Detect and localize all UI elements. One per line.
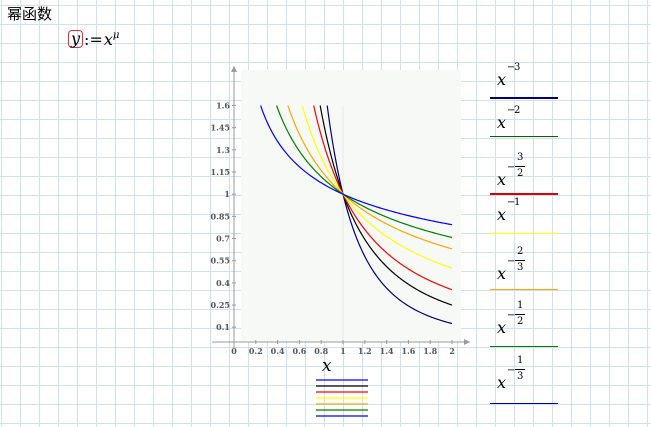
y-axis-arrow <box>231 66 237 72</box>
expression-exponent-sign: − <box>507 197 516 208</box>
side-expression-line-5 <box>490 346 558 347</box>
x-tick-label: 1.6 <box>401 346 415 356</box>
power-function-definition[interactable]: y := x μ <box>68 28 119 50</box>
y-tick-label: 0.7 <box>216 234 230 244</box>
x-tick-label: 1.4 <box>380 346 394 356</box>
side-expression-5[interactable]: x −1 2 <box>497 300 525 337</box>
expression-exponent-numerator: 2 <box>517 246 524 257</box>
power-function-chart[interactable]: 0 0.2 0.4 0.6 0.8 1 1.2 1.4 1.6 1.8 2 0.1 0.25 0.4 0.5… <box>206 60 476 360</box>
expression-exponent-numerator: 1 <box>517 355 524 366</box>
expression-exponent-sign: − <box>507 365 516 376</box>
y-tick-label: 0.25 <box>211 300 230 310</box>
expression-base: x <box>497 373 507 392</box>
side-expression-1[interactable]: x −2 <box>497 105 520 132</box>
power-curve-0 <box>326 105 453 325</box>
formula-assign-operator: := <box>84 29 103 49</box>
expression-base: x <box>497 205 507 224</box>
y-tick-label: 1.45 <box>211 123 230 133</box>
y-tick-label: 0.4 <box>216 278 230 288</box>
y-tick-label: 0.1 <box>216 322 230 332</box>
side-expression-line-6 <box>490 403 558 404</box>
formula-variable[interactable]: y <box>68 30 84 48</box>
document-title: 幂函数 <box>7 5 53 23</box>
y-tick-label: 0.55 <box>211 256 230 266</box>
side-expression-3[interactable]: x −1 <box>497 197 520 224</box>
expression-base: x <box>497 170 507 189</box>
expression-base: x <box>497 70 507 89</box>
expression-fraction-bar <box>515 314 525 315</box>
formula-exponent: μ <box>112 29 120 41</box>
expression-exponent-numerator: 3 <box>517 152 524 163</box>
y-tick-label: 1.15 <box>211 167 230 177</box>
expression-exponent-sign: − <box>507 162 516 173</box>
side-expression-6[interactable]: x −1 3 <box>497 355 525 392</box>
power-curve-4 <box>287 105 453 250</box>
x-tick-label: 2 <box>449 346 455 356</box>
expression-exponent-denominator: 2 <box>517 168 524 179</box>
plot-area <box>241 70 461 342</box>
power-curve-2 <box>313 105 453 291</box>
expression-exponent-numerator: 1 <box>517 300 524 311</box>
side-expression-line-2 <box>490 193 558 195</box>
side-expression-0[interactable]: x −3 <box>497 62 520 89</box>
expression-fraction-bar <box>515 260 525 261</box>
y-tick-label: 1.3 <box>216 145 230 155</box>
y-tick-label: 1 <box>224 189 230 199</box>
x-tick-label: 0.8 <box>314 346 328 356</box>
expression-exponent-numerator: 1 <box>514 197 521 208</box>
expression-fraction-bar <box>515 369 525 370</box>
side-expression-line-0 <box>490 97 558 99</box>
formula-base: x <box>103 29 113 49</box>
side-expression-line-4 <box>490 289 558 290</box>
expression-exponent-sign: − <box>507 62 516 73</box>
expression-fraction-bar <box>515 166 525 167</box>
expression-exponent-numerator: 3 <box>514 62 521 73</box>
expression-exponent-denominator: 2 <box>517 316 524 327</box>
side-expression-4[interactable]: x −2 3 <box>497 246 525 283</box>
y-tick-label: 1.6 <box>216 101 230 111</box>
side-expression-line-3 <box>490 233 558 234</box>
x-tick-label: 1.2 <box>358 346 372 356</box>
power-curve-6 <box>260 105 453 226</box>
side-expression-2[interactable]: x −3 2 <box>497 152 525 189</box>
expression-exponent-denominator: 3 <box>517 262 524 273</box>
x-tick-label: 1 <box>340 346 346 356</box>
expression-base: x <box>497 318 507 337</box>
power-curve-5 <box>276 105 453 239</box>
expression-exponent-numerator: 2 <box>514 105 521 116</box>
expression-exponent-sign: − <box>507 310 516 321</box>
trace-legend <box>316 379 368 417</box>
x-tick-label: 0.2 <box>249 346 263 356</box>
expression-base: x <box>497 264 507 283</box>
x-axis-arrow <box>464 339 470 345</box>
x-tick-label: 0.6 <box>292 346 306 356</box>
x-tick-label: 1.8 <box>423 346 437 356</box>
side-expression-line-1 <box>490 136 558 137</box>
x-tick-label: 0 <box>231 346 237 356</box>
expression-base: x <box>497 113 507 132</box>
y-tick-label: 0.85 <box>211 211 230 221</box>
x-tick-label: 0.4 <box>271 346 285 356</box>
expression-exponent-sign: − <box>507 105 516 116</box>
power-curve-3 <box>301 105 453 269</box>
x-axis-label: x <box>322 356 332 376</box>
power-curve-1 <box>319 105 453 306</box>
expression-exponent-denominator: 3 <box>517 371 524 382</box>
expression-exponent-sign: − <box>507 256 516 267</box>
